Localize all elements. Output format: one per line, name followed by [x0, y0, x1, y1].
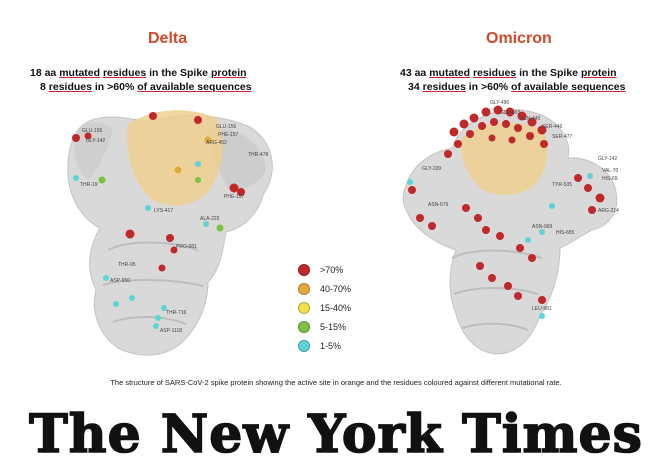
legend-label: 1-5%: [320, 341, 342, 351]
omicron-subtitle: 43 aa mutated residues in the Spike prot…: [400, 66, 625, 94]
omicron-label: SER-446: [542, 124, 563, 130]
delta-label: ASP-1118: [160, 328, 182, 334]
delta-label: THR-95: [118, 262, 136, 268]
delta-label: GLY-142: [86, 138, 105, 144]
legend-label: 5-15%: [320, 322, 347, 332]
omicron-title: Omicron: [486, 30, 552, 47]
omicron-label: GLN-493: [500, 110, 521, 116]
delta-label: THR-19: [80, 182, 98, 188]
legend-swatch: [298, 302, 310, 314]
delta-spike-structure: GLU-156 GLY-142 THR-478 GLU-156 PHE-157 …: [67, 110, 273, 356]
figure-caption: The structure of SARS-CoV-2 spike protei…: [110, 378, 562, 387]
omicron-label: TYR-505: [552, 182, 572, 188]
delta-label: ALA-222: [200, 216, 220, 222]
omicron-label: ASN-679: [428, 202, 449, 208]
legend-label: >70%: [320, 265, 344, 275]
legend-label: 15-40%: [320, 303, 352, 313]
delta-label: GLU-156: [82, 128, 103, 134]
omicron-subtitle-line-2: 34 residues in >60% of available sequenc…: [408, 81, 626, 93]
omicron-label: ASN-969: [532, 224, 553, 230]
delta-label: ASP-950: [110, 278, 130, 284]
legend-item: 1-5%: [298, 338, 351, 354]
delta-label: THR-478: [248, 152, 269, 158]
omicron-label: ASN-440: [520, 116, 541, 122]
legend-item: 15-40%: [298, 300, 351, 316]
omicron-red-residues: [408, 105, 605, 304]
legend-swatch: [298, 264, 310, 276]
nyt-masthead-logo: The New York Times: [28, 403, 643, 466]
omicron-label: VAL-70: [602, 168, 619, 174]
omicron-label: LEU-981: [532, 306, 552, 312]
svg-text:The New York Times: The New York Times: [29, 404, 643, 465]
omicron-label: HIS-655: [556, 230, 575, 236]
legend-item: 5-15%: [298, 319, 351, 335]
delta-subtitle-line-1: 18 aa mutated residues in the Spike prot…: [30, 67, 247, 79]
legend-swatch: [298, 321, 310, 333]
legend-item: 40-70%: [298, 281, 351, 297]
delta-subtitle: 18 aa mutated residues in the Spike prot…: [30, 66, 252, 94]
delta-label: ARG-452: [206, 140, 227, 146]
delta-label: PRO-681: [176, 244, 197, 250]
delta-label: LYS-417: [154, 208, 173, 214]
omicron-label: GLY-496: [490, 100, 509, 106]
delta-green-residues: [98, 176, 224, 232]
delta-title: Delta: [148, 30, 188, 47]
delta-label: PHE-157: [224, 194, 245, 200]
delta-label: GLU-156: [216, 124, 237, 130]
omicron-label: SER-477: [552, 134, 573, 140]
delta-label: PHE-157: [218, 132, 239, 138]
delta-residue-labels: GLU-156 GLY-142 THR-478 GLU-156 PHE-157 …: [80, 124, 269, 334]
delta-cyan-residues: [73, 161, 209, 329]
legend-swatch: [298, 283, 310, 295]
omicron-residue-labels: GLY-496 GLN-493 SER-446 ASN-440 GLY-339 …: [422, 100, 619, 312]
legend-label: 40-70%: [320, 284, 352, 294]
delta-red-residues: [72, 112, 245, 272]
legend-swatch: [298, 340, 310, 352]
omicron-label: GLY-142: [598, 156, 617, 162]
omicron-label: GLY-339: [422, 166, 441, 172]
omicron-label: ARG-214: [598, 208, 619, 214]
legend-item: >70%: [298, 262, 351, 278]
mutation-rate-legend: >70% 40-70% 15-40% 5-15% 1-5%: [298, 262, 351, 357]
delta-label: THR-716: [166, 310, 187, 316]
omicron-cyan-residues: [407, 173, 593, 319]
delta-orange-residues: [174, 136, 212, 174]
delta-subtitle-line-2: 8 residues in >60% of available sequence…: [40, 81, 252, 93]
omicron-label: HIS-69: [602, 176, 618, 182]
omicron-subtitle-line-1: 43 aa mutated residues in the Spike prot…: [400, 67, 617, 79]
omicron-spike-structure: GLY-496 GLN-493 SER-446 ASN-440 GLY-339 …: [402, 100, 619, 355]
